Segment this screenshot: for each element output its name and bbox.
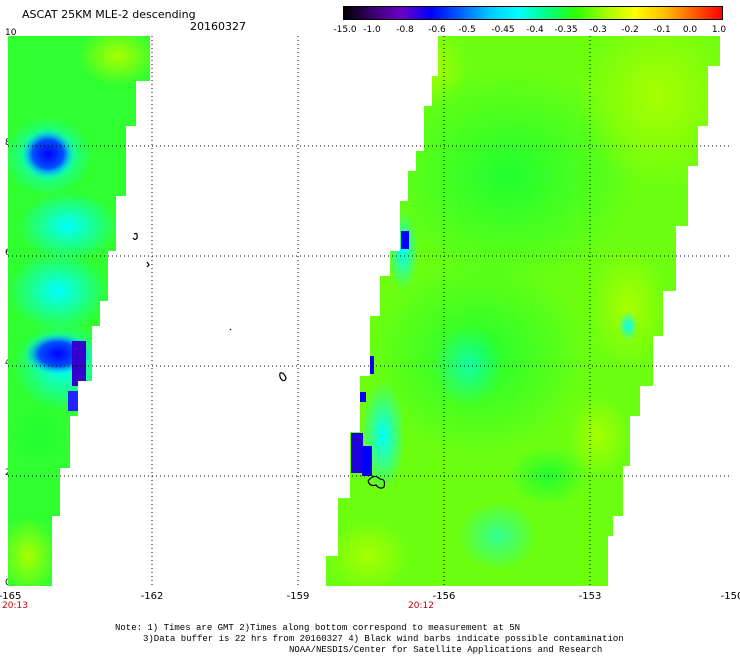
footnote-line-2: 3)Data buffer is 22 hrs from 20160327 4)…	[143, 634, 624, 644]
colorbar-label: -0.45	[491, 25, 515, 35]
longitude-label: -162	[140, 591, 164, 602]
colorbar-label: -0.5	[458, 25, 476, 35]
footnote-line-1: Note: 1) Times are GMT 2)Times along bot…	[115, 623, 521, 633]
latitude-label: 6	[5, 248, 11, 258]
latitude-label: 4	[5, 358, 11, 368]
right-swath	[326, 36, 720, 586]
longitude-label: -159	[286, 591, 310, 602]
latitude-label: 8	[5, 138, 11, 148]
map-date: 20160327	[190, 20, 246, 33]
colorbar-label: -0.1	[653, 25, 671, 35]
colorbar-label: -0.35	[554, 25, 578, 35]
colorbar-label: 1.0	[711, 25, 727, 35]
longitude-label: -165	[0, 591, 22, 602]
longitude-label: -150	[720, 591, 740, 602]
longitude-label: -153	[578, 591, 602, 602]
colorbar-label: -0.2	[621, 25, 639, 35]
colorbar-label: -1.0	[363, 25, 381, 35]
footnote-line-3: NOAA/NESDIS/Center for Satellite Applica…	[289, 645, 603, 655]
left-swath-time: 20:13	[2, 601, 28, 611]
islands	[132, 232, 386, 489]
island-2	[146, 261, 150, 268]
island-4	[367, 475, 386, 489]
island-5	[229, 328, 232, 331]
colorbar-label: -0.4	[526, 25, 544, 35]
map-title: ASCAT 25KM MLE-2 descending	[22, 8, 196, 21]
colorbar-label: -15.0	[333, 25, 357, 35]
grid	[8, 36, 730, 586]
latitude-label: 10	[5, 28, 17, 38]
right-swath-time: 20:12	[408, 601, 434, 611]
island-3	[279, 372, 287, 382]
island-1	[132, 232, 138, 241]
latitude-label: 2	[5, 468, 11, 478]
colorbar	[343, 6, 723, 20]
colorbar-label: -0.8	[396, 25, 414, 35]
colorbar-label: 0.0	[682, 25, 698, 35]
latitude-label: 0	[5, 578, 11, 588]
left-swath	[8, 36, 150, 586]
colorbar-label: -0.3	[589, 25, 607, 35]
colorbar-label: -0.6	[428, 25, 446, 35]
map-plot	[8, 36, 730, 586]
longitude-label: -156	[432, 591, 456, 602]
footnote: Note: 1) Times are GMT 2)Times along bot…	[115, 623, 624, 656]
